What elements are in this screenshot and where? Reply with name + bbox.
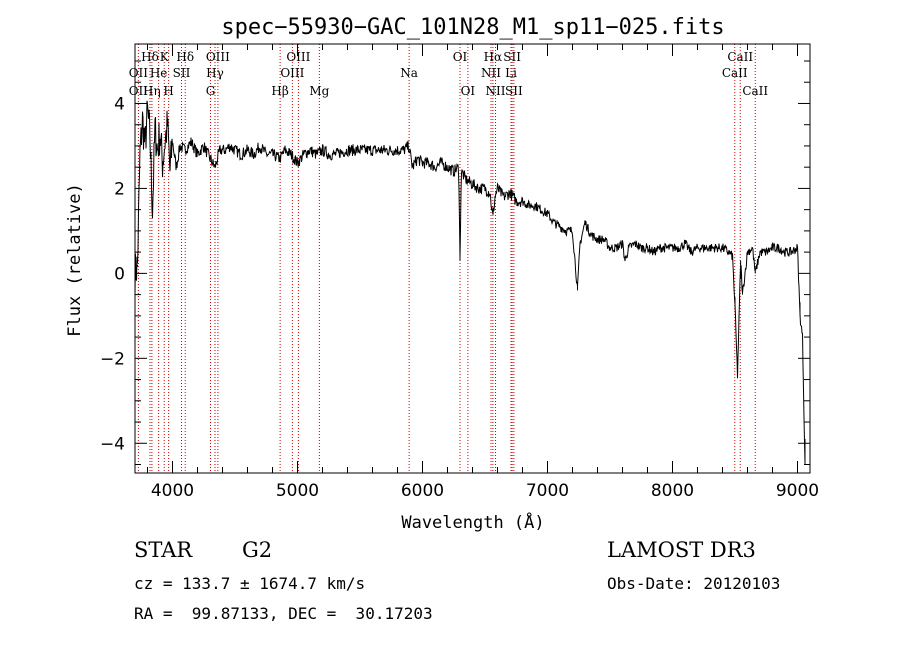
line-label: SII	[173, 66, 191, 80]
line-label: Li	[505, 66, 517, 80]
line-label: H	[163, 84, 173, 98]
line-label: Mg	[309, 84, 329, 98]
line-markers	[137, 44, 756, 473]
survey-name: LAMOST DR3	[607, 538, 756, 562]
line-label: He	[150, 66, 168, 80]
line-label: NII	[486, 84, 506, 98]
y-axis: −4 −2 0 2 4	[100, 60, 810, 466]
x-tick-label: 6000	[401, 481, 444, 501]
line-label: OI	[461, 84, 476, 98]
line-label: OI	[453, 50, 468, 64]
line-label: CaII	[722, 66, 748, 80]
object-class: STAR	[134, 538, 193, 562]
x-axis: 4000 5000 6000 7000 8000 9000	[147, 44, 819, 501]
line-label: Hα	[484, 50, 503, 64]
line-label: NII	[481, 66, 501, 80]
spectrum-line	[134, 100, 806, 465]
line-label: Hβ	[271, 84, 288, 98]
plot-frame	[134, 43, 811, 474]
line-label: SII	[505, 84, 523, 98]
line-label: OIII	[280, 66, 304, 80]
line-label: CaII	[742, 84, 768, 98]
line-label: OIII	[206, 50, 230, 64]
x-axis-label: Wavelength (Å)	[401, 511, 544, 533]
redshift-velocity: cz = 133.7 ± 1674.7 km/s	[134, 574, 366, 593]
line-label: K	[160, 50, 170, 64]
chart-title: spec−55930−GAC_101N28_M1_sp11−025.fits	[221, 15, 724, 40]
y-tick-label: −2	[100, 349, 125, 369]
y-tick-label: −4	[100, 434, 125, 454]
observation-date: Obs-Date: 20120103	[607, 574, 781, 593]
x-tick-label: 7000	[526, 481, 569, 501]
line-label: CaII	[727, 50, 753, 64]
x-tick-label: 9000	[776, 481, 819, 501]
line-label: OII	[129, 84, 149, 98]
line-label: OIII	[286, 50, 310, 64]
x-tick-label: 8000	[651, 481, 694, 501]
line-label: OII	[129, 66, 149, 80]
object-subclass: G2	[242, 538, 273, 562]
y-tick-label: 4	[114, 94, 125, 114]
x-tick-label: 5000	[276, 481, 319, 501]
coordinates: RA = 99.87133, DEC = 30.17203	[134, 604, 433, 623]
line-label: Hγ	[206, 66, 224, 80]
line-label: G	[206, 84, 216, 98]
y-tick-label: 0	[114, 264, 125, 284]
y-axis-label: Flux (relative)	[65, 183, 85, 337]
x-tick-label: 4000	[151, 481, 194, 501]
line-label: Hδ	[141, 50, 159, 64]
line-label: SII	[503, 50, 521, 64]
line-label: Hδ	[176, 50, 194, 64]
line-label: Hη	[143, 84, 161, 98]
line-label: Na	[400, 66, 418, 80]
y-tick-label: 2	[114, 179, 125, 199]
